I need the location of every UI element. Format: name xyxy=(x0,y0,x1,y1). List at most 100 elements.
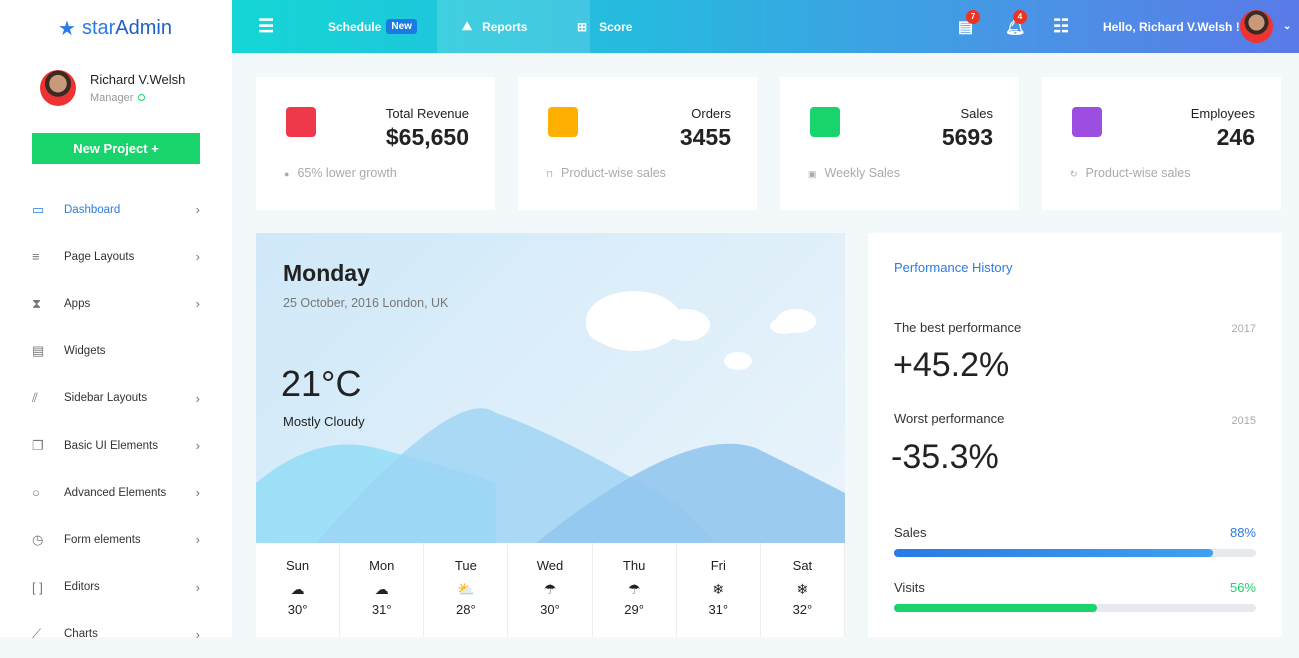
chevron-right-icon: › xyxy=(195,438,200,454)
sidebar-item-page-layouts[interactable]: ≡ Page Layouts › xyxy=(32,233,200,280)
sidebar-item-label: Dashboard xyxy=(64,203,121,216)
sidebar-item-form-elements[interactable]: ◷ Form elements › xyxy=(32,516,200,563)
weather-card: Monday 25 October, 2016 London, UK 21°C … xyxy=(256,233,845,637)
notifications-button[interactable]: 🔔︎ 4 xyxy=(1005,0,1027,53)
sidebar-item-label: Apps xyxy=(64,297,91,310)
sidebar-item-editors[interactable]: [ ] Editors › xyxy=(32,564,200,611)
messages-count-badge: 7 xyxy=(966,9,980,24)
forecast-day-name: Sat xyxy=(792,558,813,573)
stat-icon xyxy=(286,107,316,137)
sidebar: ★ starAdmin Richard V.Welsh Manager New P… xyxy=(0,0,232,642)
star-icon: ★ xyxy=(58,18,76,40)
user-menu[interactable]: ⌄ xyxy=(1240,0,1291,53)
user-greeting[interactable]: Hello, Richard V.Welsh ! xyxy=(1103,19,1240,34)
user-profile[interactable]: Richard V.Welsh Manager xyxy=(40,70,185,106)
tab-reports[interactable]: ⛰ Reports xyxy=(437,0,590,53)
stat-icon xyxy=(1072,107,1102,137)
forecast-day: Sat ❄ 32° xyxy=(761,543,845,637)
sales-progress-fill xyxy=(894,549,1213,557)
bookmark-icon: ⊞ xyxy=(577,19,588,34)
tab-score[interactable]: ⊞ Score xyxy=(577,0,632,53)
reports-label: Reports xyxy=(482,19,528,34)
stat-footer-text: Weekly Sales xyxy=(824,166,901,180)
forecast-temp: 28° xyxy=(456,602,476,617)
stat-footer: ▣ Weekly Sales xyxy=(808,166,900,180)
forecast-day: Mon ☁ 31° xyxy=(340,543,425,637)
notifications-count-badge: 4 xyxy=(1013,9,1027,24)
chevron-right-icon: › xyxy=(195,532,200,548)
charts-icon: ⟋ xyxy=(32,626,42,642)
forecast-day-name: Thu xyxy=(622,558,646,573)
bell-icon: 🔔︎ 4 xyxy=(1005,9,1027,37)
sales-label: Sales xyxy=(894,525,927,540)
chevron-right-icon: › xyxy=(195,296,200,312)
score-label: Score xyxy=(599,19,633,34)
stat-footer: ⊓ Product-wise sales xyxy=(546,166,666,180)
settings-sliders-icon[interactable]: ☷ xyxy=(1053,16,1070,36)
sidebar-item-sidebar-layouts[interactable]: ⫽ Sidebar Layouts › xyxy=(32,375,200,422)
stat-title: Total Revenue xyxy=(385,106,469,121)
top-navbar: ☰ Schedule New ⛰ Reports ⊞ Score ▤ 7 🔔︎ 4 ☷ H… xyxy=(232,0,1299,53)
page-layouts-icon: ≡ xyxy=(32,249,40,265)
brand-logo[interactable]: ★ starAdmin xyxy=(58,16,172,41)
avatar xyxy=(40,70,76,106)
document-icon: ▤ 7 xyxy=(958,9,980,37)
stat-card: Orders 3455 ⊓ Product-wise sales xyxy=(518,77,757,210)
worst-performance-value: -35.3% xyxy=(891,438,999,476)
sidebar-item-widgets[interactable]: ▤ Widgets xyxy=(32,328,200,375)
stat-icon xyxy=(548,107,578,137)
stat-footer-text: Product-wise sales xyxy=(561,166,666,180)
sidebar-item-advanced-elements[interactable]: ○ Advanced Elements › xyxy=(32,469,200,516)
forecast-day-name: Mon xyxy=(369,558,395,573)
profile-name: Richard V.Welsh xyxy=(90,72,186,87)
sidebar-item-basic-ui-elements[interactable]: ❐ Basic UI Elements › xyxy=(32,422,200,469)
sidebar-layouts-icon: ⫽ xyxy=(32,390,38,406)
stat-footer-icon: ⊓ xyxy=(546,169,554,179)
sidebar-item-apps[interactable]: ⧗ Apps › xyxy=(32,280,200,327)
stat-card: Employees 246 ↻ Product-wise sales xyxy=(1042,77,1281,210)
chevron-right-icon: › xyxy=(195,202,200,218)
stat-footer-icon: ● xyxy=(284,169,290,179)
sidebar-item-label: Charts xyxy=(64,628,98,641)
forecast-temp: 30° xyxy=(540,602,560,617)
forecast-temp: 31° xyxy=(371,602,392,617)
chevron-right-icon: › xyxy=(195,626,200,642)
weather-condition: Mostly Cloudy xyxy=(283,414,365,429)
chevron-right-icon: › xyxy=(195,485,200,501)
forecast-temp: 29° xyxy=(624,602,644,617)
weather-hero: Monday 25 October, 2016 London, UK 21°C … xyxy=(256,233,845,543)
stat-value: 3455 xyxy=(679,124,731,150)
chevron-down-icon: ⌄ xyxy=(1283,21,1292,32)
sidebar-item-charts[interactable]: ⟋ Charts › xyxy=(32,611,200,658)
weather-icon: ☁ xyxy=(290,581,305,597)
schedule-label: Schedule xyxy=(328,19,382,34)
editors-icon: [ ] xyxy=(32,579,43,595)
weather-icon: ❄ xyxy=(796,581,809,597)
sidebar-item-label: Form elements xyxy=(64,533,141,546)
messages-button[interactable]: ▤ 7 xyxy=(958,0,980,53)
basic-ui-elements-icon: ❐ xyxy=(32,437,44,453)
weather-temperature: 21°C xyxy=(281,363,362,404)
profile-role: Manager xyxy=(90,92,134,104)
sidebar-item-label: Widgets xyxy=(64,345,106,358)
forecast-temp: 30° xyxy=(287,602,308,617)
weather-date: 25 October, 2016 London, UK xyxy=(283,296,449,310)
sidebar-item-dashboard[interactable]: ▭ Dashboard › xyxy=(32,186,200,233)
weather-icon: ❄ xyxy=(712,581,725,597)
stat-footer: ● 65% lower growth xyxy=(284,166,397,180)
new-project-button[interactable]: New Project + xyxy=(32,133,200,164)
sidebar-item-label: Sidebar Layouts xyxy=(64,392,148,405)
stat-title: Employees xyxy=(1190,106,1255,121)
chevron-right-icon: › xyxy=(195,579,200,595)
new-badge: New xyxy=(386,19,417,34)
stat-footer-icon: ▣ xyxy=(808,169,817,179)
menu-toggle-icon[interactable]: ☰ xyxy=(258,16,275,36)
advanced-elements-icon: ○ xyxy=(32,485,40,501)
visits-percent: 56% xyxy=(1229,580,1256,595)
stat-card: Sales 5693 ▣ Weekly Sales xyxy=(780,77,1019,210)
tab-schedule[interactable]: Schedule New xyxy=(328,0,417,53)
visits-progress-fill xyxy=(894,604,1097,612)
sales-percent: 88% xyxy=(1229,525,1256,540)
stat-footer: ↻ Product-wise sales xyxy=(1070,166,1190,180)
stat-icon xyxy=(810,107,840,137)
